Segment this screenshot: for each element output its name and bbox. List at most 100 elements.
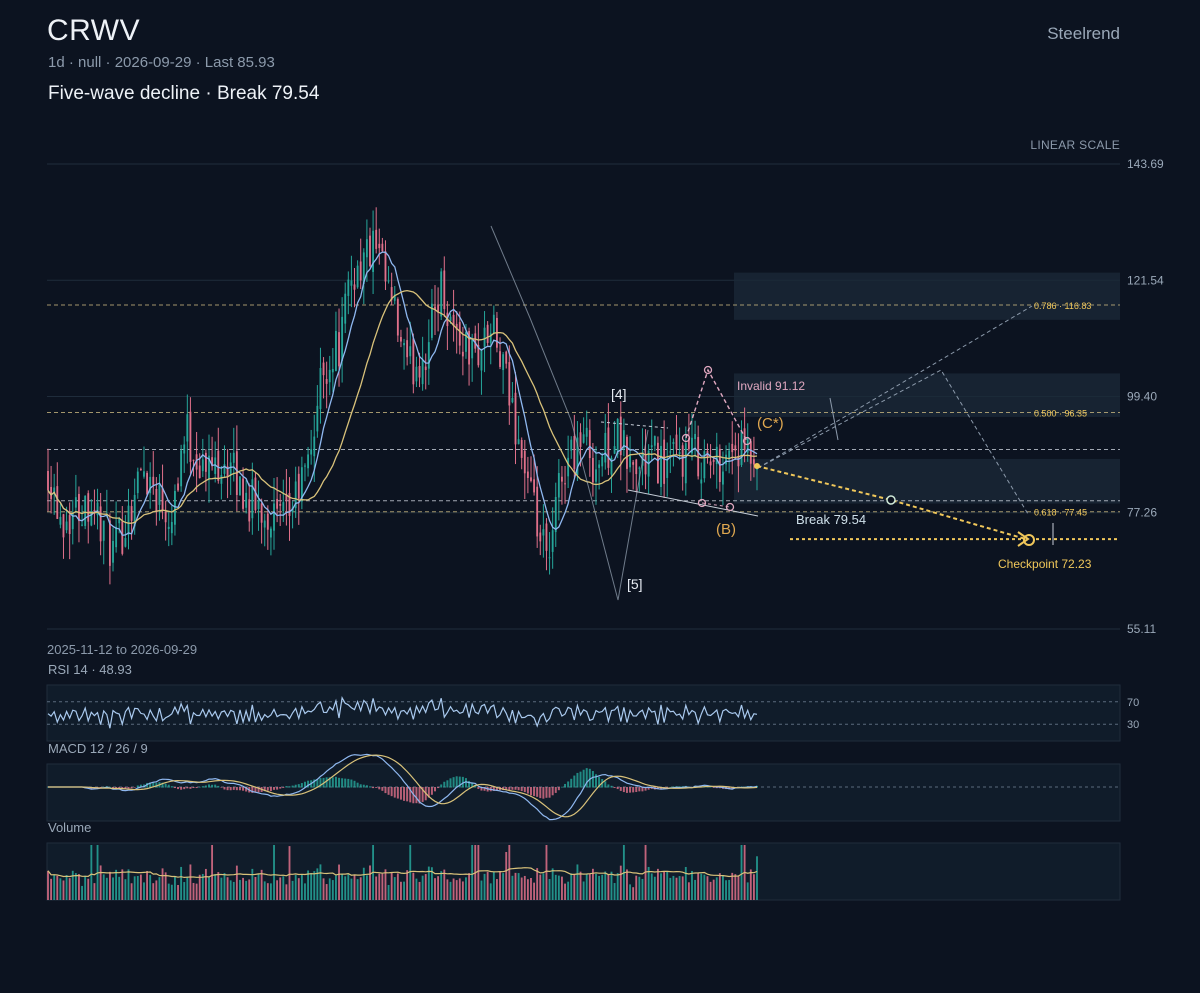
candle-body — [84, 495, 87, 526]
candle-body — [232, 452, 235, 463]
macd-hist-bar — [124, 787, 127, 790]
candle-body — [251, 479, 254, 519]
macd-hist-bar — [588, 768, 591, 788]
macd-hist-bar — [285, 786, 288, 788]
macd-hist-bar — [421, 787, 424, 802]
volume-bar — [740, 845, 743, 900]
volume-bar — [731, 872, 734, 900]
macd-hist-bar — [136, 785, 139, 788]
volume-bar — [715, 877, 718, 900]
volume-bar — [356, 879, 359, 900]
y-tick-label: 99.40 — [1127, 390, 1157, 404]
brand-name: Steelrend — [1047, 24, 1120, 43]
candle-body — [99, 506, 102, 542]
volume-bar — [282, 876, 285, 900]
forecast-start-dot — [754, 463, 760, 469]
candle-body — [548, 557, 551, 559]
candle-body — [390, 287, 393, 300]
volume-bar — [56, 875, 59, 900]
volume-bar — [269, 883, 272, 900]
candle-body — [217, 450, 220, 481]
candle-body — [539, 532, 542, 542]
volume-bar — [192, 882, 195, 900]
zone-box — [734, 458, 1120, 504]
volume-bar — [752, 874, 755, 900]
scale-mode-label[interactable]: LINEAR SCALE — [1030, 138, 1120, 152]
macd-hist-bar — [387, 787, 390, 795]
rsi-label: RSI 14 · 48.93 — [48, 662, 132, 677]
candle-body — [712, 459, 715, 462]
candle-body — [409, 346, 412, 357]
volume-bar — [118, 876, 121, 900]
candle-body — [517, 439, 520, 445]
macd-hist-bar — [399, 787, 402, 800]
macd-hist-bar — [112, 787, 115, 789]
macd-hist-bar — [511, 787, 514, 790]
candle-body — [650, 445, 653, 448]
macd-hist-bar — [517, 787, 520, 791]
volume-bar — [505, 851, 508, 900]
macd-hist-bar — [362, 784, 365, 788]
candle-body — [121, 521, 124, 554]
candle-body — [691, 437, 693, 454]
volume-bar — [393, 877, 396, 900]
candle-body — [304, 465, 306, 467]
candle-body — [678, 452, 681, 454]
break-marker — [886, 495, 896, 505]
candle-body — [183, 444, 186, 454]
candle-body — [681, 445, 684, 477]
volume-bar — [400, 881, 402, 900]
candle-body — [616, 418, 619, 454]
candle-body — [437, 304, 440, 313]
candle-body — [112, 540, 114, 563]
volume-bar — [675, 877, 678, 900]
y-tick-label: 55.11 — [1127, 622, 1156, 636]
volume-bar — [663, 871, 666, 900]
candle-body — [133, 494, 136, 527]
macd-hist-bar — [291, 785, 294, 788]
pointer-tick — [829, 397, 839, 441]
macd-hist-bar — [610, 785, 613, 788]
candle-body — [393, 294, 396, 301]
wave-5-label: [5] — [627, 576, 643, 592]
volume-bar — [709, 881, 712, 900]
macd-hist-bar — [242, 787, 245, 791]
macd-hist-bar — [214, 784, 217, 788]
volume-bar — [551, 868, 554, 900]
zone-box — [734, 373, 1120, 417]
volume-bar — [235, 865, 238, 900]
volume-bar — [424, 874, 427, 900]
volume-bar — [87, 878, 90, 900]
macd-hist-bar — [718, 787, 721, 789]
candle-body — [638, 467, 641, 469]
volume-bar — [415, 878, 418, 900]
volume-bar — [99, 865, 102, 900]
volume-bar — [749, 869, 752, 900]
candle-body — [192, 459, 195, 461]
volume-bar — [437, 876, 440, 900]
candle-body — [149, 476, 152, 494]
macd-hist-bar — [300, 783, 303, 788]
volume-bar — [47, 870, 49, 900]
wave-marker — [742, 436, 752, 446]
candle-body — [731, 443, 734, 453]
candle-body — [709, 461, 712, 466]
candle-body — [266, 513, 269, 530]
candle-body — [588, 430, 591, 458]
candle-body — [474, 333, 477, 349]
macd-hist-bar — [551, 787, 554, 796]
volume-bar — [548, 879, 551, 900]
volume-bar — [452, 878, 455, 900]
volume-bar — [273, 845, 275, 900]
volume-bar — [536, 868, 539, 900]
volume-bar — [427, 866, 430, 900]
macd-hist-bar — [650, 787, 653, 789]
candle-body — [461, 351, 464, 357]
volume-bar — [161, 868, 164, 900]
candle-body — [700, 479, 703, 484]
forecast-path — [756, 465, 1030, 541]
volume-bar — [341, 874, 344, 900]
volume-bar — [672, 875, 675, 900]
macd-hist-bar — [641, 787, 644, 792]
